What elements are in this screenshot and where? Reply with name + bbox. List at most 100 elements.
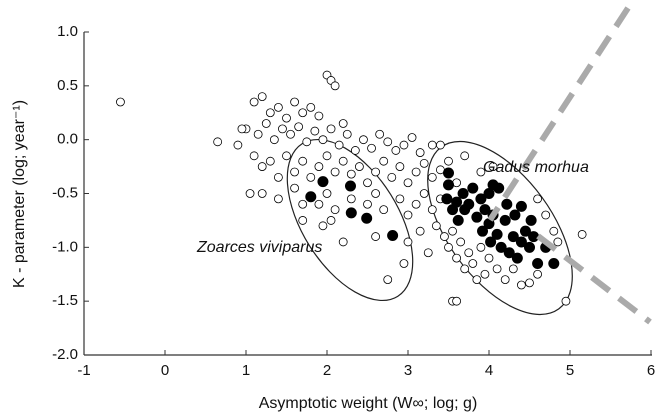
open-point bbox=[363, 199, 372, 209]
open-point bbox=[419, 158, 429, 168]
open-point bbox=[383, 275, 393, 285]
open-point bbox=[411, 199, 421, 209]
filled-point bbox=[499, 214, 511, 226]
open-point bbox=[346, 169, 356, 179]
filled-point bbox=[463, 198, 475, 210]
open-point bbox=[367, 143, 376, 153]
open-point bbox=[338, 119, 348, 128]
open-point bbox=[290, 97, 300, 107]
open-point bbox=[290, 167, 300, 177]
y-tick-label: 1.0 bbox=[57, 23, 78, 40]
open-point bbox=[371, 167, 381, 177]
filled-point bbox=[452, 214, 464, 226]
open-point bbox=[330, 205, 340, 215]
open-point bbox=[427, 205, 437, 215]
y-tick-label: -0.5 bbox=[52, 184, 78, 201]
open-point bbox=[298, 199, 308, 209]
open-point bbox=[371, 189, 381, 198]
open-point bbox=[464, 248, 474, 258]
filled-point bbox=[441, 193, 453, 205]
filled-point bbox=[361, 212, 373, 224]
open-point bbox=[233, 140, 243, 150]
x-tick-label: 0 bbox=[161, 362, 169, 379]
open-point bbox=[346, 194, 356, 204]
open-point bbox=[273, 172, 283, 182]
open-point bbox=[468, 259, 478, 268]
open-point bbox=[213, 137, 223, 147]
open-point bbox=[338, 156, 348, 166]
trend-line bbox=[536, 233, 652, 325]
open-point bbox=[403, 237, 413, 247]
open-point bbox=[472, 275, 482, 285]
open-point bbox=[391, 146, 401, 155]
open-point bbox=[306, 172, 316, 182]
filled-point bbox=[495, 241, 507, 253]
open-point bbox=[435, 140, 445, 150]
open-point bbox=[533, 269, 542, 279]
open-point bbox=[298, 216, 308, 225]
open-point bbox=[460, 264, 470, 274]
filled-point bbox=[507, 231, 519, 243]
open-point bbox=[577, 230, 587, 239]
y-tick-label: -1.5 bbox=[52, 292, 78, 309]
filled-point bbox=[477, 225, 489, 237]
open-point bbox=[326, 124, 336, 134]
x-tick-label: 3 bbox=[404, 362, 412, 379]
open-point bbox=[525, 278, 534, 288]
open-point bbox=[553, 237, 563, 247]
y-tick-label: 0.5 bbox=[57, 77, 78, 94]
x-tick-label: -1 bbox=[77, 362, 90, 379]
filled-point bbox=[503, 247, 515, 259]
open-point bbox=[399, 140, 409, 150]
open-point bbox=[448, 226, 457, 236]
open-point bbox=[282, 151, 291, 161]
open-point bbox=[415, 148, 425, 157]
x-axis-label: Asymptotic weight (W∞; log; g) bbox=[259, 395, 478, 412]
filled-point bbox=[443, 179, 454, 191]
annotation: Zoarces viviparus bbox=[196, 239, 322, 256]
open-point bbox=[245, 189, 255, 198]
open-point bbox=[322, 151, 332, 161]
open-point bbox=[419, 189, 429, 198]
open-point bbox=[427, 172, 437, 182]
filled-point bbox=[491, 228, 503, 240]
filled-point bbox=[467, 182, 479, 194]
filled-point bbox=[515, 236, 527, 248]
open-point bbox=[452, 296, 462, 306]
open-point bbox=[440, 232, 449, 241]
open-point bbox=[290, 183, 300, 193]
open-point bbox=[302, 137, 312, 147]
open-point bbox=[249, 97, 259, 107]
open-point bbox=[330, 167, 340, 177]
filled-point bbox=[387, 229, 399, 241]
filled-point bbox=[457, 188, 469, 199]
open-point bbox=[314, 162, 324, 171]
open-point bbox=[269, 135, 279, 145]
open-point bbox=[273, 194, 283, 204]
open-point bbox=[253, 129, 263, 139]
open-point bbox=[383, 137, 393, 147]
filled-point bbox=[509, 209, 521, 221]
open-point bbox=[322, 189, 332, 198]
filled-point bbox=[317, 176, 329, 188]
open-point bbox=[399, 259, 409, 268]
open-point bbox=[359, 135, 368, 145]
filled-point bbox=[471, 211, 483, 223]
open-point bbox=[278, 124, 287, 134]
open-point bbox=[338, 237, 348, 247]
filled-point bbox=[485, 236, 497, 248]
filled-point bbox=[519, 225, 531, 237]
x-tick-label: 5 bbox=[566, 362, 574, 379]
filled-point bbox=[487, 179, 499, 191]
points bbox=[116, 70, 587, 306]
gadus-ellipse bbox=[427, 140, 573, 316]
open-point bbox=[476, 242, 486, 252]
open-point bbox=[492, 264, 502, 274]
open-point bbox=[314, 111, 324, 121]
trend-line bbox=[487, 6, 631, 222]
y-tick-label: 0.0 bbox=[57, 131, 78, 148]
open-point bbox=[273, 102, 283, 112]
open-point bbox=[444, 242, 453, 252]
open-point bbox=[456, 237, 466, 247]
